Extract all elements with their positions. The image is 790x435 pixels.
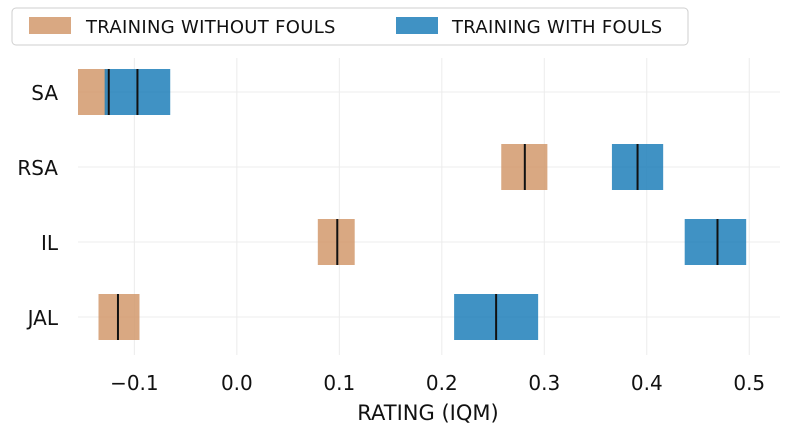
y-tick-label-rsa: RSA	[17, 156, 58, 180]
x-tick-label: 0.5	[733, 371, 765, 395]
bar-without-fouls-il	[317, 219, 355, 265]
x-tick-label: −0.1	[110, 371, 159, 395]
legend-swatch-with-fouls	[396, 17, 438, 34]
grid-lines	[78, 58, 780, 355]
x-tick-label: 0.4	[631, 371, 663, 395]
x-tick-label: 0.1	[323, 371, 355, 395]
y-tick-label-jal: JAL	[26, 306, 59, 330]
legend-frame	[11, 7, 689, 46]
y-tick-labels: SA RSA IL JAL	[17, 81, 59, 330]
bar-without-fouls-jal	[98, 294, 140, 340]
x-tick-labels: −0.1 0.0 0.1 0.2 0.3 0.4 0.5	[110, 371, 765, 395]
y-tick-label-sa: SA	[31, 81, 58, 105]
bar-with-fouls-il	[684, 219, 747, 265]
x-tick-label: 0.0	[221, 371, 253, 395]
legend-swatch-without-fouls	[29, 17, 71, 34]
interval-bars	[78, 69, 747, 340]
legend: TRAINING WITHOUT FOULS TRAINING WITH FOU…	[11, 7, 689, 46]
legend-label-with-fouls: TRAINING WITH FOULS	[451, 17, 663, 38]
x-tick-label: 0.3	[528, 371, 560, 395]
bar-without-fouls-sa	[78, 69, 107, 115]
legend-label-without-fouls: TRAINING WITHOUT FOULS	[85, 17, 336, 38]
x-tick-label: 0.2	[426, 371, 458, 395]
y-tick-label-il: IL	[41, 231, 59, 255]
x-axis-title: RATING (IQM)	[357, 401, 498, 425]
mean-markers	[107, 69, 719, 340]
